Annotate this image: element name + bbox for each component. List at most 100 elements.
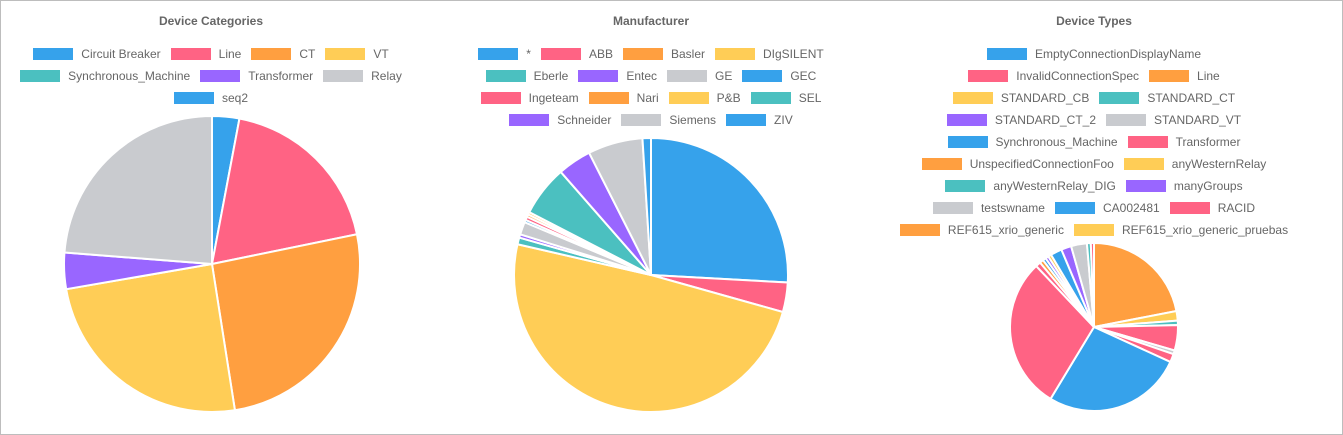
legend-label: STANDARD_VT bbox=[1154, 113, 1242, 127]
pie-slice[interactable] bbox=[650, 136, 789, 284]
legend-item-relay[interactable]: Relay bbox=[323, 65, 402, 87]
pie-slice[interactable] bbox=[641, 136, 652, 276]
legend-item-line[interactable]: Line bbox=[170, 43, 241, 65]
legend-item-siemens[interactable]: Siemens bbox=[621, 109, 716, 131]
legend-item-line[interactable]: Line bbox=[1149, 65, 1220, 87]
pie-slice[interactable] bbox=[1009, 264, 1096, 401]
legend-swatch bbox=[1073, 224, 1114, 236]
legend-swatch bbox=[726, 114, 767, 126]
legend-item-seq2[interactable]: seq2 bbox=[173, 87, 248, 109]
legend-item-circuit-breaker[interactable]: Circuit Breaker bbox=[33, 43, 161, 65]
legend-swatch bbox=[323, 70, 364, 82]
legend-label: anyWesternRelay bbox=[1171, 157, 1267, 171]
legend-item-invalidconnectionspec[interactable]: InvalidConnectionSpec bbox=[968, 65, 1139, 87]
legend-item-basler[interactable]: Basler bbox=[622, 43, 705, 65]
legend-item-anywesternrelay-dig[interactable]: anyWesternRelay_DIG bbox=[945, 175, 1116, 197]
legend-swatch bbox=[668, 92, 709, 104]
legend-label: InvalidConnectionSpec bbox=[1016, 69, 1140, 83]
legend-item-star[interactable]: * bbox=[478, 43, 531, 65]
legend-swatch bbox=[325, 48, 366, 60]
pie-chart bbox=[1009, 241, 1180, 412]
legend-swatch bbox=[1054, 202, 1095, 214]
legend-label: Transformer bbox=[248, 69, 314, 83]
legend-item-racid[interactable]: RACID bbox=[1169, 197, 1255, 219]
legend-item-ziv[interactable]: ZIV bbox=[726, 109, 793, 131]
legend-label: STANDARD_CB bbox=[1000, 91, 1090, 105]
legend-label: VT bbox=[373, 47, 389, 61]
legend-label: Entec bbox=[626, 69, 657, 83]
legend-swatch bbox=[540, 48, 581, 60]
legend-item-ref615-xrio-generic[interactable]: REF615_xrio_generic bbox=[899, 219, 1064, 241]
legend-swatch bbox=[715, 48, 755, 60]
pie-slice[interactable] bbox=[210, 233, 361, 412]
legend-item-standard-ct[interactable]: STANDARD_CT bbox=[1099, 87, 1235, 109]
legend-item-sel[interactable]: SEL bbox=[750, 87, 822, 109]
legend-label: Circuit Breaker bbox=[81, 47, 161, 61]
legend-item-p-b[interactable]: P&B bbox=[668, 87, 741, 109]
legend-label: Synchronous_Machine bbox=[995, 135, 1118, 149]
pie-slice[interactable] bbox=[210, 117, 359, 266]
legend-swatch bbox=[932, 202, 973, 214]
legend-item-unspecifiedconnectionfoo[interactable]: UnspecifiedConnectionFoo bbox=[921, 153, 1114, 175]
legend-item-vt[interactable]: VT bbox=[325, 43, 389, 65]
legend-label: Basler bbox=[670, 47, 705, 61]
chart-panel-manufacturer: Manufacturer * ABB Basler DIgSILENT Eberle En… bbox=[441, 1, 861, 434]
pie-slice[interactable] bbox=[1093, 241, 1178, 329]
legend-item-standard-cb[interactable]: STANDARD_CB bbox=[952, 87, 1090, 109]
legend-label: STANDARD_CT_2 bbox=[994, 113, 1096, 127]
legend-swatch bbox=[750, 92, 791, 104]
legend-item-schneider[interactable]: Schneider bbox=[509, 109, 611, 131]
legend-label: P&B bbox=[716, 91, 741, 105]
pie-slice[interactable] bbox=[65, 262, 237, 413]
pie-chart bbox=[63, 114, 361, 413]
legend-item-ca002481[interactable]: CA002481 bbox=[1054, 197, 1160, 219]
legend-label: Line bbox=[1197, 69, 1220, 83]
legend-swatch bbox=[33, 48, 74, 60]
legend-item-nari[interactable]: Nari bbox=[588, 87, 659, 109]
legend-swatch bbox=[200, 70, 241, 82]
legend-swatch bbox=[480, 92, 521, 104]
legend-label: GE bbox=[715, 69, 733, 83]
legend-swatch bbox=[1125, 180, 1166, 192]
legend-item-ingeteam[interactable]: Ingeteam bbox=[480, 87, 579, 109]
chart-panel-device-types: Device Types EmptyConnectionDisplayName I… bbox=[884, 1, 1304, 434]
legend-item-gec[interactable]: GEC bbox=[742, 65, 816, 87]
legend-item-emptyconnectiondisplayname[interactable]: EmptyConnectionDisplayName bbox=[986, 43, 1201, 65]
legend-item-standard-vt[interactable]: STANDARD_VT bbox=[1106, 109, 1241, 131]
legend-item-digsilent[interactable]: DIgSILENT bbox=[715, 43, 824, 65]
legend-item-transformer[interactable]: Transformer bbox=[200, 65, 313, 87]
legend-swatch bbox=[742, 70, 783, 82]
legend-item-testswname[interactable]: testswname bbox=[932, 197, 1045, 219]
legend-label: Synchronous_Machine bbox=[68, 69, 191, 83]
chart-title: Device Types bbox=[1056, 14, 1132, 28]
legend-item-ge[interactable]: GE bbox=[667, 65, 732, 87]
legend-item-ref615-xrio-generic-pruebas[interactable]: REF615_xrio_generic_pruebas bbox=[1073, 219, 1288, 241]
chart-title: Manufacturer bbox=[612, 14, 689, 28]
legend-item-standard-ct-2[interactable]: STANDARD_CT_2 bbox=[946, 109, 1096, 131]
legend-swatch bbox=[921, 158, 962, 170]
legend-swatch bbox=[621, 114, 662, 126]
legend-label: SEL bbox=[798, 91, 822, 105]
legend-swatch bbox=[968, 70, 1009, 82]
legend-label: Ingeteam bbox=[528, 91, 579, 105]
legend-label: testswname bbox=[980, 201, 1045, 215]
legend-item-manygroups[interactable]: manyGroups bbox=[1125, 175, 1243, 197]
legend-item-ct[interactable]: CT bbox=[251, 43, 315, 65]
pie-slice[interactable] bbox=[513, 243, 785, 413]
legend-item-synchronous-machine[interactable]: Synchronous_Machine bbox=[20, 65, 190, 87]
pie-slice[interactable] bbox=[63, 114, 213, 266]
legend-swatch bbox=[946, 114, 987, 126]
legend-item-transformer[interactable]: Transformer bbox=[1127, 131, 1240, 153]
legend-label: CA002481 bbox=[1102, 201, 1160, 215]
legend-label: Eberle bbox=[533, 69, 569, 83]
legend-swatch bbox=[945, 180, 986, 192]
legend-item-synchronous-machine[interactable]: Synchronous_Machine bbox=[947, 131, 1118, 153]
legend-item-eberle[interactable]: Eberle bbox=[485, 65, 569, 87]
chart-title: Device Categories bbox=[158, 14, 264, 28]
pie-slice[interactable] bbox=[1089, 241, 1095, 328]
pie-slice[interactable] bbox=[1049, 325, 1172, 412]
legend-item-entec[interactable]: Entec bbox=[578, 65, 657, 87]
legend-item-abb[interactable]: ABB bbox=[540, 43, 613, 65]
chart-legend: Circuit Breaker Line CT VT Synchronous_Machi… bbox=[11, 43, 411, 109]
legend-item-anywesternrelay[interactable]: anyWesternRelay bbox=[1123, 153, 1267, 175]
